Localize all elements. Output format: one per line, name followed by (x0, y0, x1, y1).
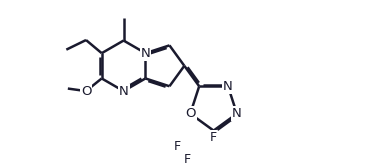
Text: F: F (183, 153, 191, 166)
Text: F: F (209, 131, 216, 144)
Text: O: O (81, 85, 91, 98)
Text: N: N (223, 80, 233, 93)
Text: N: N (141, 47, 150, 60)
Text: N: N (232, 107, 242, 120)
Text: F: F (174, 140, 181, 153)
Text: O: O (185, 107, 196, 120)
Text: N: N (119, 85, 129, 98)
